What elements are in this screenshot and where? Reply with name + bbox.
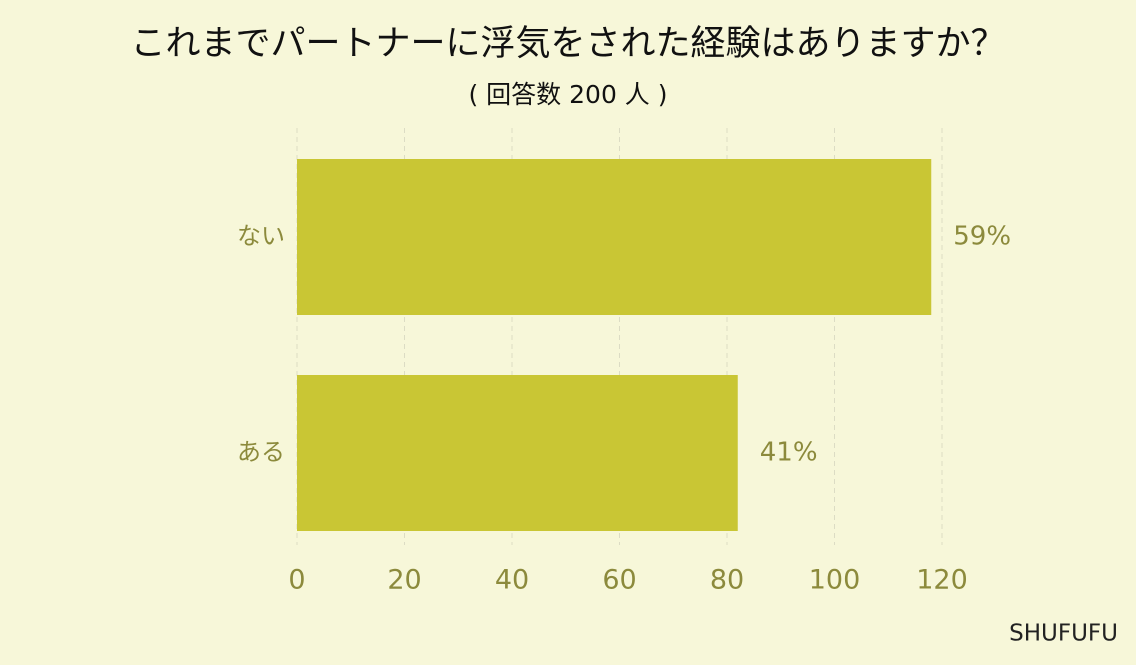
x-tick-label: 80 (710, 565, 744, 596)
value-label: 41% (760, 438, 818, 468)
y-tick-label: ある (237, 438, 285, 466)
y-tick-label: ない (237, 222, 285, 250)
x-tick-label: 60 (602, 565, 636, 596)
source: SHUFUFU (1009, 621, 1118, 647)
chart-subtitle: ( 回答数 200 人 ) (468, 80, 667, 109)
x-tick-label: 120 (916, 565, 968, 596)
bar (297, 159, 932, 315)
chart-title: これまでパートナーに浮気をされた経験はありますか？ (130, 24, 1005, 64)
x-tick-label: 100 (809, 565, 861, 596)
value-label: 59% (953, 222, 1011, 252)
x-tick-label: 0 (288, 565, 305, 596)
x-tick-label: 40 (495, 565, 529, 596)
bar (297, 375, 738, 531)
x-tick-label: 20 (387, 565, 421, 596)
